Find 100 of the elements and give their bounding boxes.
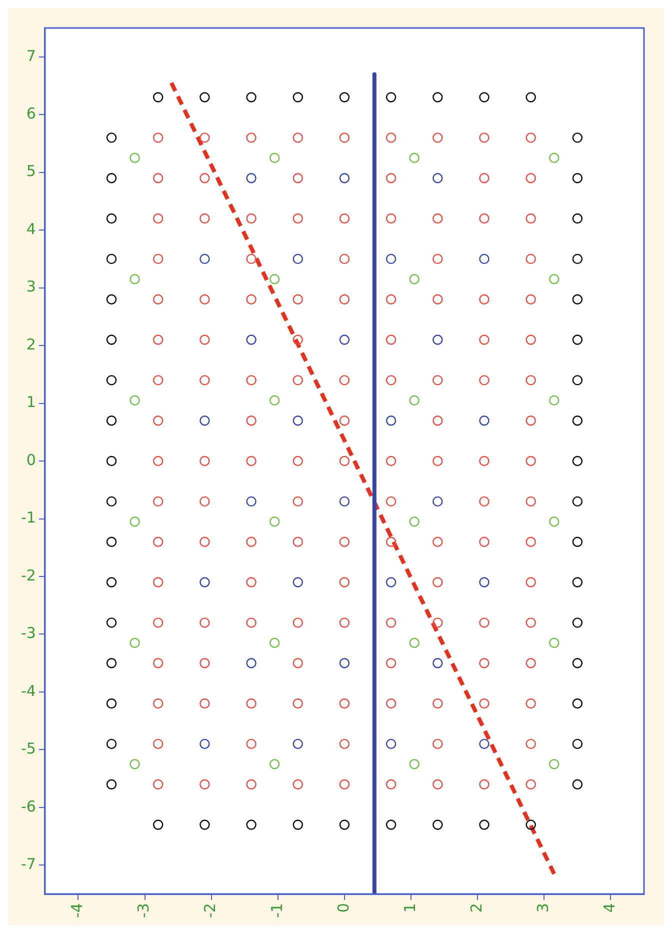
point [339,496,350,507]
point [549,516,560,527]
point [269,395,280,406]
point [572,698,583,709]
point [549,638,560,648]
point [572,132,583,143]
point [409,274,420,284]
point [106,738,117,750]
point [269,759,280,770]
y-tick-label: -7 [20,855,36,874]
point [572,213,583,224]
point [572,416,583,426]
point [130,759,140,770]
point [200,738,210,750]
point [572,658,583,668]
point [549,395,560,406]
point [246,334,256,345]
point [200,254,210,264]
point [432,658,443,668]
x-tick-label: 2 [467,903,486,913]
point [572,456,583,466]
point [106,618,117,628]
point [339,820,350,830]
point [479,738,490,750]
point [432,334,443,345]
point [386,820,396,830]
point [526,820,536,830]
point [549,152,560,164]
point [153,92,164,102]
point [386,254,396,264]
point [292,416,303,426]
point [572,375,583,386]
point [246,820,256,830]
y-tick-label: -2 [20,566,36,584]
x-tick-label: -2 [201,903,220,918]
point [200,92,210,102]
point [339,173,350,184]
point [432,92,443,102]
point [130,152,140,164]
x-tick-label: 1 [400,903,419,913]
point [479,92,490,102]
point [409,516,420,527]
point [572,334,583,345]
y-tick-label: 5 [26,162,36,180]
x-tick-label: -4 [68,903,86,918]
point [549,274,560,284]
y-tick-label: 1 [26,393,36,412]
y-tick-label: 4 [26,220,36,238]
point [200,820,210,830]
y-tick-label: -1 [20,508,36,527]
point [106,254,117,264]
point [106,496,117,507]
point [292,738,303,750]
point [106,173,117,184]
y-tick-label: -6 [20,797,36,816]
point [153,820,164,830]
point [339,658,350,668]
x-tick-label: -1 [268,903,286,918]
point [572,779,583,790]
point [130,516,140,527]
y-tick-label: -5 [20,740,36,758]
point [479,820,490,830]
point [130,395,140,406]
point [292,820,303,830]
point [572,173,583,184]
y-tick-label: 3 [26,278,36,296]
point [572,738,583,750]
point [106,536,117,547]
point [572,536,583,547]
point [269,152,280,164]
point [479,254,490,264]
point [269,516,280,527]
point [106,416,117,426]
point [549,759,560,770]
point [339,92,350,102]
point [409,152,420,164]
y-tick-label: 7 [26,46,36,65]
point [292,577,303,588]
x-tick-label: 3 [534,903,552,913]
y-tick-label: -3 [20,624,36,642]
point [292,92,303,102]
point [339,334,350,345]
y-tick-label: 0 [26,450,36,469]
point [106,698,117,709]
point [106,658,117,668]
point [106,213,117,224]
point [106,294,117,304]
point [246,496,256,507]
y-tick-label: -4 [20,682,36,700]
point [386,92,396,102]
point [386,416,396,426]
point [246,173,256,184]
point [246,92,256,102]
y-tick-label: 2 [26,335,36,354]
point [269,638,280,648]
point [106,375,117,386]
point [200,416,210,426]
point [246,658,256,668]
point [572,254,583,264]
y-tick-label: 6 [26,104,36,122]
